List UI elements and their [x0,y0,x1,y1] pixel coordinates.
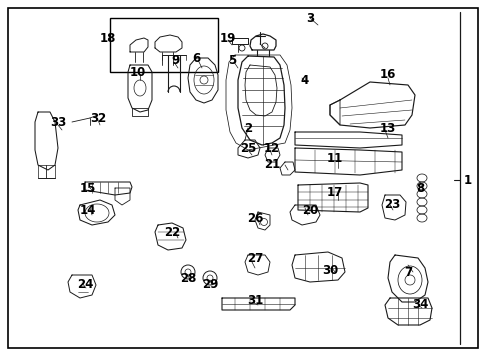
Text: 17: 17 [326,185,343,198]
Text: 14: 14 [80,203,96,216]
Text: 26: 26 [246,211,263,225]
Text: 28: 28 [180,271,196,284]
Text: 31: 31 [246,293,263,306]
Text: 33: 33 [50,116,66,129]
Text: 4: 4 [300,73,308,86]
Text: 34: 34 [411,298,427,311]
Text: 10: 10 [130,66,146,78]
Text: 15: 15 [80,181,96,194]
Text: 11: 11 [326,152,343,165]
Text: 29: 29 [202,279,218,292]
Text: 12: 12 [264,141,280,154]
Text: 3: 3 [305,12,313,24]
Text: 13: 13 [379,122,395,135]
Text: 24: 24 [77,279,93,292]
Text: 25: 25 [239,141,256,154]
Text: 6: 6 [191,51,200,64]
Text: 8: 8 [415,181,423,194]
Text: 1: 1 [463,174,471,186]
Text: 22: 22 [163,225,180,238]
Text: 23: 23 [383,198,399,211]
Text: 7: 7 [403,266,411,279]
Text: 18: 18 [100,31,116,45]
Bar [110,18,218,72]
Text: 5: 5 [227,54,236,67]
Text: 32: 32 [90,112,106,125]
Text: 19: 19 [220,31,236,45]
Text: 9: 9 [170,54,179,67]
Text: 20: 20 [301,203,318,216]
Text: 30: 30 [321,264,337,276]
Text: 27: 27 [246,252,263,265]
Text: 2: 2 [244,122,251,135]
Text: 21: 21 [264,158,280,171]
Text: 16: 16 [379,68,395,81]
